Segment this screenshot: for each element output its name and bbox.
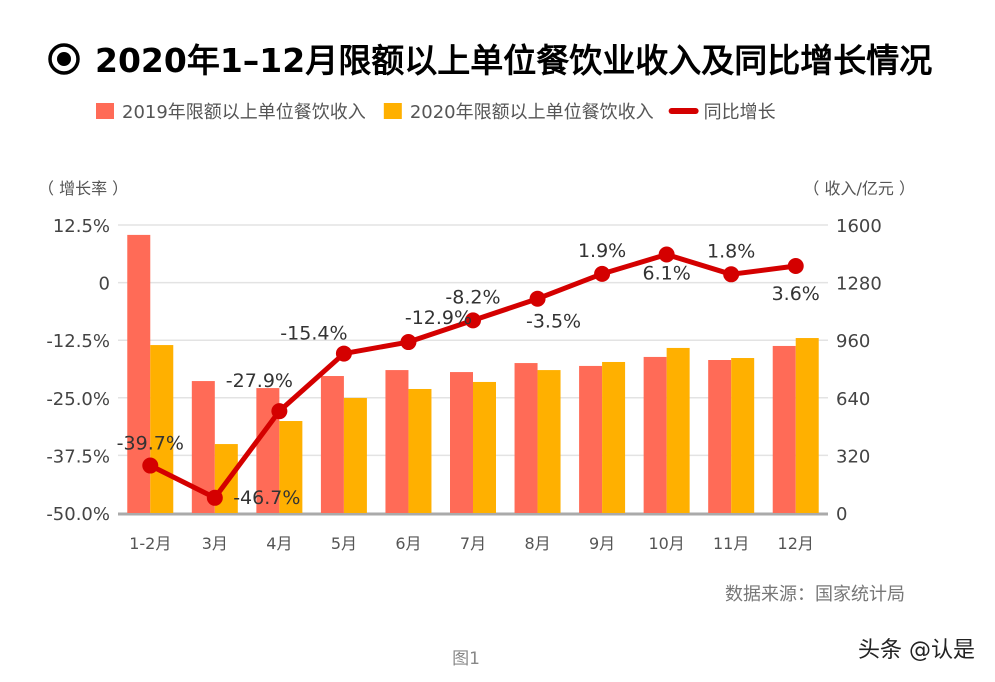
- right-tick-label: 1280: [836, 274, 882, 295]
- bar-2019: [643, 356, 667, 513]
- source-note: 数据来源：国家统计局: [725, 584, 905, 605]
- data-label: 6.1%: [642, 262, 690, 284]
- data-label: -15.4%: [280, 323, 347, 345]
- bar-2020: [473, 381, 496, 513]
- growth-point: [465, 312, 481, 329]
- right-tick-label: 0: [836, 504, 847, 525]
- x-tick-label: 3月: [202, 534, 228, 553]
- left-axis-label: （ 增长率 ）: [38, 179, 128, 198]
- bar-2019: [385, 370, 409, 513]
- bar-2020: [343, 397, 367, 513]
- legend-label: 2020年限额以上单位餐饮收入: [410, 102, 654, 123]
- data-label: 1.9%: [578, 240, 626, 262]
- figure-caption: 图1: [452, 649, 480, 669]
- x-tick-label: 7月: [460, 534, 486, 553]
- bar-2019: [320, 376, 344, 513]
- data-label: -8.2%: [445, 286, 500, 308]
- x-tick-label: 4月: [266, 534, 292, 553]
- x-tick-label: 1-2月: [129, 534, 171, 553]
- x-tick-label: 12月: [778, 534, 814, 553]
- data-label: 3.6%: [772, 283, 820, 305]
- right-tick-label: 320: [836, 446, 870, 467]
- growth-point: [142, 457, 159, 474]
- data-label: -46.7%: [233, 487, 300, 509]
- growth-point: [335, 345, 352, 362]
- growth-point: [658, 246, 675, 263]
- data-label: -39.7%: [117, 433, 184, 455]
- legend-swatch: [383, 103, 402, 119]
- bar-2019: [708, 360, 732, 513]
- growth-point: [529, 290, 546, 307]
- legend-label: 2019年限额以上单位餐饮收入: [122, 102, 366, 123]
- bar-2019: [450, 372, 473, 513]
- watermark: 头条 @认是: [858, 638, 975, 663]
- left-tick-label: 0: [99, 274, 110, 295]
- growth-point: [271, 403, 288, 420]
- bar-2019: [127, 234, 151, 513]
- data-label: -12.9%: [405, 307, 472, 329]
- bar-2020: [408, 388, 432, 513]
- target-icon: [48, 43, 80, 75]
- bar-2020: [666, 347, 690, 513]
- left-tick-label: -25.0%: [46, 389, 110, 410]
- target-icon-dot: [57, 52, 71, 66]
- bar-2019: [191, 381, 215, 513]
- data-label: 1.8%: [707, 240, 755, 262]
- x-tick-label: 8月: [524, 534, 550, 553]
- right-tick-label: 1600: [836, 216, 882, 237]
- growth-point: [594, 265, 611, 282]
- growth-point: [723, 266, 740, 283]
- growth-point: [400, 334, 417, 351]
- x-tick-label: 10月: [648, 534, 684, 553]
- right-tick-label: 640: [836, 389, 870, 410]
- bar-2020: [602, 361, 626, 513]
- bar-2019: [579, 365, 603, 513]
- left-tick-label: -50.0%: [46, 504, 110, 525]
- data-label: -27.9%: [226, 370, 293, 392]
- x-tick-label: 6月: [395, 534, 421, 553]
- right-axis-label: （ 收入/亿元 ）: [803, 179, 915, 198]
- bar-2020: [537, 370, 561, 513]
- bar-2019: [772, 345, 796, 513]
- x-tick-label: 5月: [331, 534, 357, 553]
- bar-2020: [731, 358, 755, 513]
- growth-point: [206, 489, 223, 506]
- left-tick-label: -37.5%: [46, 446, 110, 467]
- legend: 2019年限额以上单位餐饮收入 2020年限额以上单位餐饮收入 同比增长: [96, 102, 776, 123]
- x-tick-label: 11月: [713, 534, 749, 553]
- chart-title: 2020年1–12月限额以上单位餐饮业收入及同比增长情况: [95, 41, 932, 80]
- x-tick-label: 9月: [589, 534, 615, 553]
- legend-swatch: [96, 103, 114, 119]
- left-tick-label: 12.5%: [53, 216, 110, 237]
- bar-2020: [795, 338, 819, 513]
- left-tick-label: -12.5%: [46, 331, 110, 352]
- legend-label: 同比增长: [704, 102, 776, 123]
- bar-2020: [279, 421, 303, 513]
- growth-point: [787, 258, 804, 275]
- data-label: -3.5%: [526, 311, 581, 333]
- bar-2019: [514, 363, 538, 513]
- bar-2020: [150, 345, 174, 513]
- right-tick-label: 960: [836, 331, 870, 352]
